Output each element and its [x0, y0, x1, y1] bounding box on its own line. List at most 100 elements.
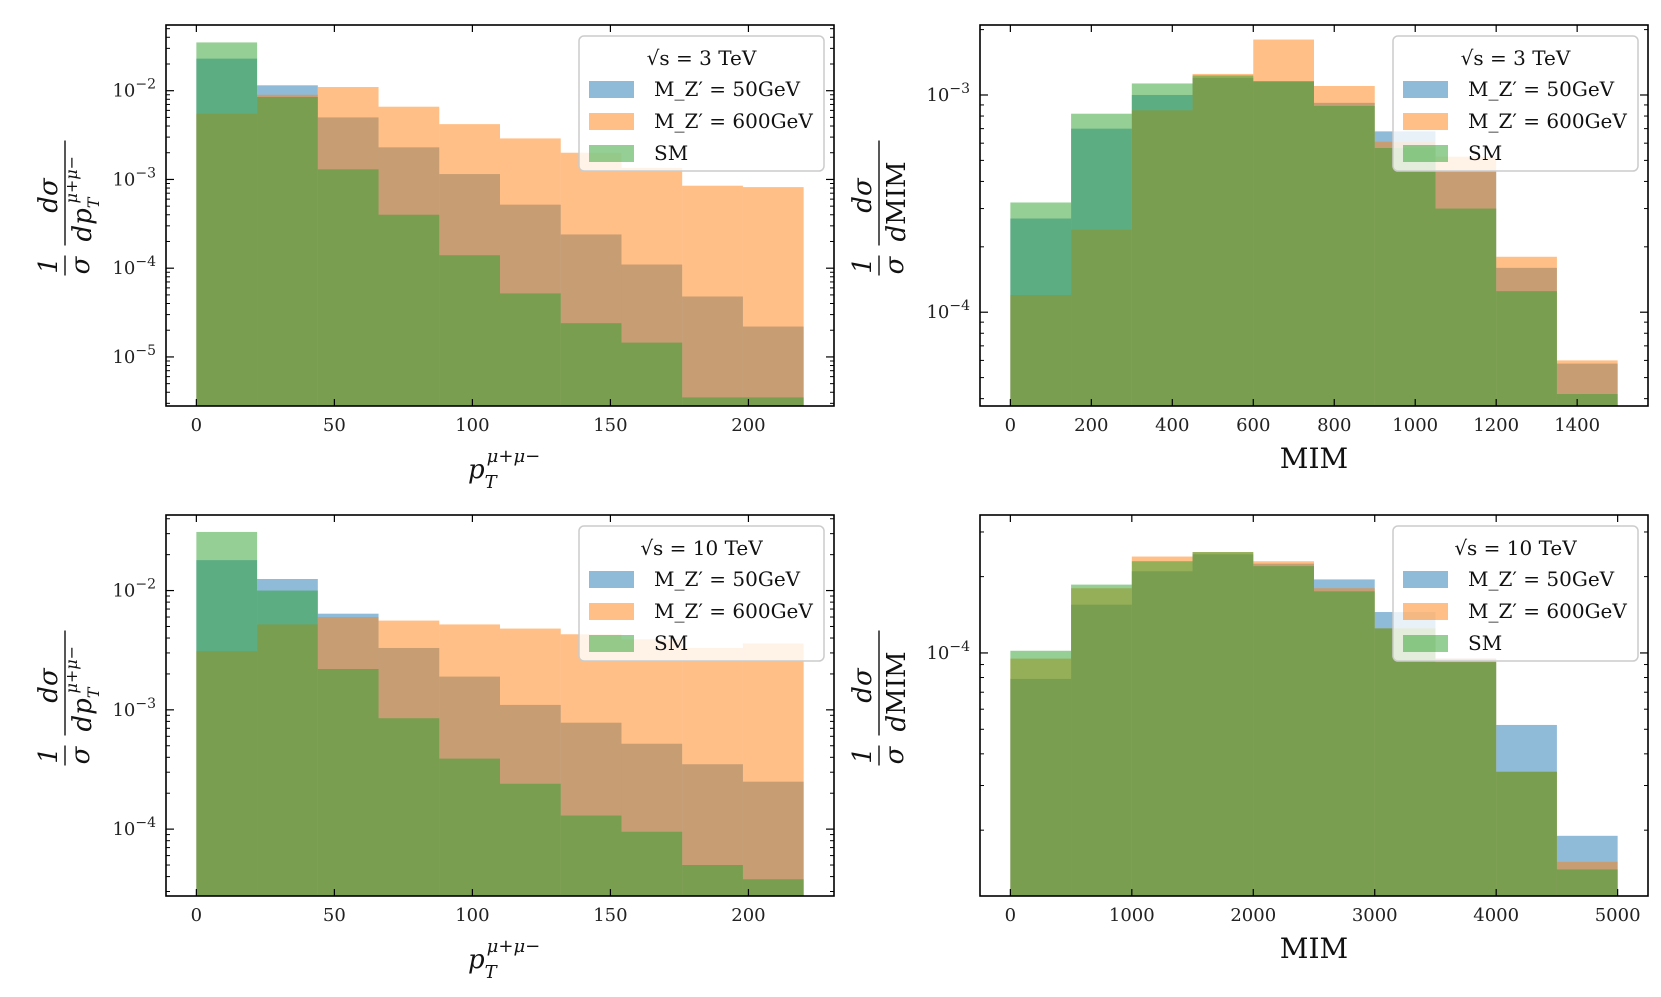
hist-bar [621, 831, 683, 896]
hist-bar [317, 669, 379, 896]
x-tick-label: 3000 [1352, 905, 1398, 926]
legend-title: √s = 3 TeV [647, 46, 757, 70]
x-tick-label: 100 [455, 905, 489, 926]
hist-bar [1374, 148, 1436, 406]
hist-bar [439, 758, 500, 896]
legend-swatch-green [1403, 145, 1448, 162]
hist-bar [1010, 202, 1072, 406]
y-tick-label: 10−5 [112, 343, 156, 368]
hist-bar [196, 42, 258, 407]
legend-box [578, 525, 825, 662]
legend-swatch-orange [1403, 603, 1448, 620]
hist-bar [742, 397, 804, 406]
series-green-bars [196, 42, 804, 407]
hist-bar [1314, 591, 1375, 896]
hist-bar [682, 185, 743, 406]
hist-bar [1253, 566, 1314, 896]
legend-entry-label: M_Z′ = 600GeV [1468, 599, 1627, 623]
legend-swatch-blue [589, 571, 634, 588]
hist-bar [682, 865, 743, 896]
x-axis-label: MIM [1280, 932, 1348, 965]
legend: √s = 3 TeV M_Z′ = 50GeV M_Z′ = 600GeV SM [1392, 35, 1639, 172]
hist-bar [742, 643, 804, 896]
legend-swatch-blue [1403, 81, 1448, 98]
x-tick-label: 50 [323, 905, 346, 926]
legend-box [1392, 525, 1639, 662]
x-axis-label: pTμ+μ− [468, 936, 540, 983]
legend-swatch-green [1403, 635, 1448, 652]
hist-bar [742, 187, 804, 406]
x-tick-label: 0 [1005, 415, 1016, 436]
series-green-bars [1010, 75, 1618, 407]
series-green-bars [1010, 552, 1618, 896]
hist-bar [378, 718, 440, 896]
panel-pt-3tev: 0 50 100 150 200 10−5 10−4 10−3 10−2 pTμ+μ− 1 σ dσdp… [34, 24, 835, 493]
hist-bar [742, 879, 804, 896]
hist-bar [500, 783, 561, 896]
legend-swatch-orange [589, 603, 634, 620]
x-tick-label: 200 [731, 905, 765, 926]
legend-swatch-blue [589, 81, 634, 98]
legend-entry-label: M_Z′ = 600GeV [654, 109, 813, 133]
legend-entry-label: M_Z′ = 50GeV [654, 567, 801, 591]
y-tick-label: 10−4 [112, 815, 156, 840]
y-label-denominator: dpTμ+μ− [62, 646, 103, 732]
y-label-numerator: dσ [34, 177, 64, 213]
hist-bar [1556, 869, 1618, 896]
x-tick-label: 0 [191, 415, 202, 436]
legend-entry-label: SM [1468, 141, 1502, 165]
y-label-denominator: dMIM [882, 651, 912, 731]
y-tick-label: 10−4 [112, 254, 156, 279]
hist-bar [1192, 75, 1254, 407]
series-green-bars [196, 531, 804, 896]
legend-entry-label: M_Z′ = 50GeV [1468, 77, 1615, 101]
hist-bar [1071, 584, 1132, 896]
axes-frame [165, 24, 835, 407]
legend-title: √s = 10 TeV [1454, 536, 1577, 560]
x-tick-label: 5000 [1595, 905, 1641, 926]
x-axis-label: pTμ+μ− [468, 446, 540, 493]
x-tick-label: 100 [455, 415, 489, 436]
x-tick-label: 1000 [1109, 905, 1155, 926]
legend: √s = 10 TeV M_Z′ = 50GeV M_Z′ = 600GeV SM [1392, 525, 1639, 662]
hist-bar [1010, 650, 1072, 896]
y-tick-label: 10−3 [112, 696, 156, 721]
y-label-numerator: dσ [848, 667, 878, 703]
y-tick-label: 10−4 [926, 298, 970, 323]
hist-bar [1435, 662, 1497, 896]
hist-bar [1496, 771, 1557, 896]
y-tick-label: 10−2 [112, 77, 156, 102]
legend-swatch-green [589, 635, 634, 652]
x-axis-label: MIM [1280, 442, 1348, 475]
y-label-denominator: dMIM [882, 161, 912, 241]
x-tick-label: 400 [1155, 415, 1189, 436]
x-tick-label: 1200 [1473, 415, 1519, 436]
legend-box [578, 35, 825, 172]
hist-bar [1374, 628, 1436, 896]
x-tick-label: 1400 [1554, 415, 1600, 436]
y-label-one: 1 [848, 747, 878, 764]
axes-frame [979, 24, 1649, 407]
hist-bar [1131, 561, 1193, 896]
x-tick-label: 600 [1236, 415, 1270, 436]
y-label-one: 1 [34, 747, 64, 764]
x-tick-label: 1000 [1392, 415, 1438, 436]
hist-bar [1314, 105, 1375, 406]
hist-bar [196, 531, 258, 896]
legend-entry-label: M_Z′ = 600GeV [654, 599, 813, 623]
x-tick-label: 0 [1005, 905, 1016, 926]
x-tick-label: 200 [1074, 415, 1108, 436]
hist-bar [1071, 113, 1132, 407]
hist-bar [621, 342, 683, 406]
hist-bar [500, 293, 561, 406]
hist-bar [317, 169, 379, 406]
x-tick-label: 0 [191, 905, 202, 926]
y-tick-label: 10−3 [112, 165, 156, 190]
hist-bar [1496, 291, 1557, 406]
legend: √s = 3 TeV M_Z′ = 50GeV M_Z′ = 600GeV SM [578, 35, 825, 172]
hist-bar [439, 255, 500, 406]
x-tick-label: 50 [323, 415, 346, 436]
legend-entry-label: SM [654, 141, 688, 165]
